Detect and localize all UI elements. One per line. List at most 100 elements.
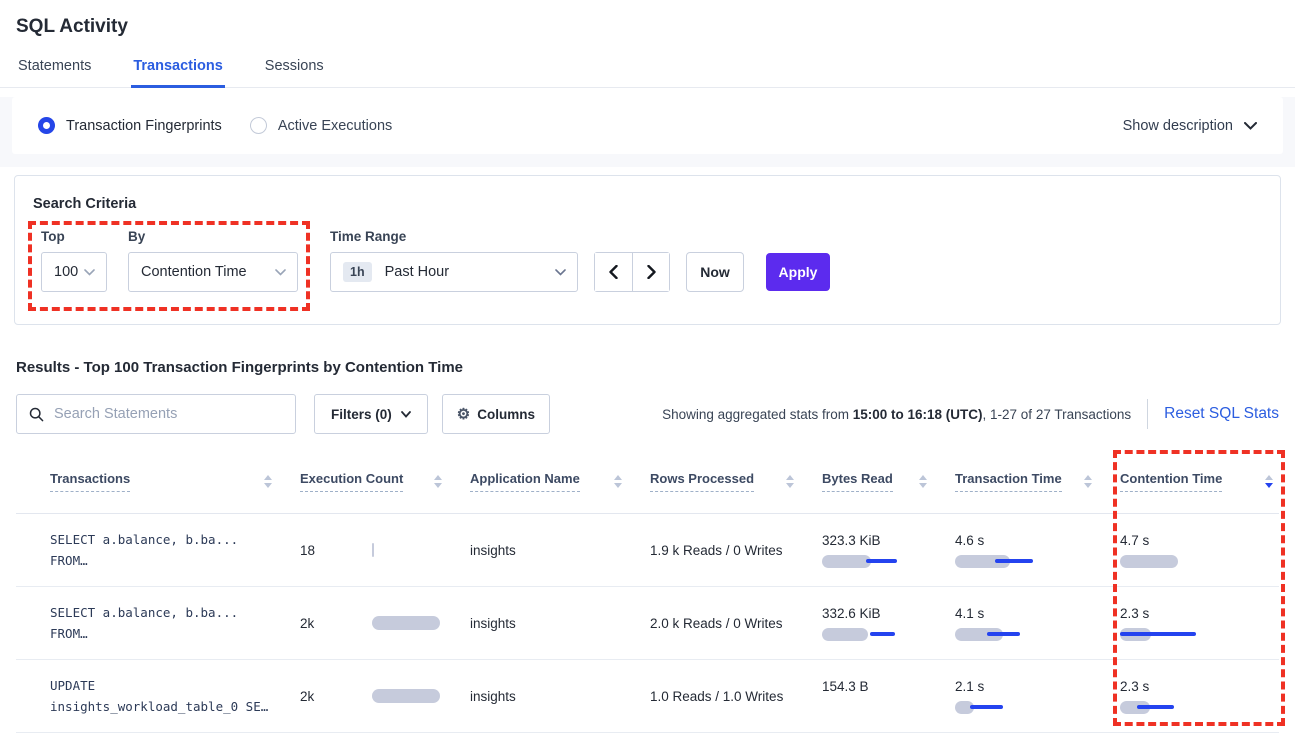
bytes-read-cell: 154.3 B [822, 679, 955, 714]
show-description-label: Show description [1122, 117, 1233, 134]
transaction-statement-link[interactable]: SELECT a.balance, b.ba... FROM… [50, 531, 239, 568]
execution-count-bar [372, 689, 468, 703]
contention-time-bar [1120, 627, 1220, 641]
bytes-read-cell: 323.3 KiB [822, 533, 955, 568]
chevron-down-icon [555, 268, 566, 276]
time-range-badge: 1h [343, 262, 372, 282]
chevron-down-icon [84, 268, 95, 276]
previous-range-button[interactable] [595, 253, 632, 291]
chevron-down-icon [400, 410, 411, 418]
by-field: By Contention Time [128, 229, 298, 292]
radio-selected-icon[interactable] [38, 117, 55, 134]
sort-control[interactable] [1265, 475, 1273, 488]
execution-count-bar [372, 616, 468, 630]
radio-active-executions[interactable]: Active Executions [249, 117, 393, 134]
transactions-table: Transactions Execution Count Application… [16, 450, 1285, 733]
search-criteria-card: Search Criteria Top 100 By Contention Ti… [14, 175, 1281, 325]
top-value: 100 [54, 264, 79, 280]
reset-sql-stats-link[interactable]: Reset SQL Stats [1164, 405, 1279, 422]
filters-button[interactable]: Filters (0) [314, 394, 428, 434]
application-name-cell: insights [470, 688, 516, 704]
results-heading: Results - Top 100 Transaction Fingerprin… [16, 359, 464, 376]
table-row: SELECT a.balance, b.ba... FROM… 18 insig… [16, 514, 1279, 587]
column-header-contention-time[interactable]: Contention Time [1120, 471, 1279, 492]
columns-label: Columns [477, 406, 535, 422]
rows-processed-cell: 1.9 k Reads / 0 Writes [650, 542, 783, 558]
radio-active-executions-label: Active Executions [277, 117, 393, 134]
search-statements-input[interactable] [54, 406, 283, 422]
column-header-execution-count[interactable]: Execution Count [300, 471, 470, 492]
apply-button[interactable]: Apply [766, 253, 830, 291]
tab-bar: Statements Transactions Sessions [0, 53, 1295, 88]
page-title: SQL Activity [16, 16, 128, 37]
now-button[interactable]: Now [686, 252, 744, 292]
bytes-read-bar [822, 554, 922, 568]
view-toggle-band: Transaction Fingerprints Active Executio… [0, 97, 1295, 167]
transaction-statement-link[interactable]: SELECT a.balance, b.ba... FROM… [50, 604, 239, 641]
aggregated-stats-text: Showing aggregated stats from 15:00 to 1… [662, 406, 1132, 422]
execution-count-cell: 2k [300, 689, 470, 704]
gear-icon: ⚙ [456, 405, 471, 423]
search-statements-box[interactable] [16, 394, 296, 434]
tab-statements[interactable]: Statements [18, 58, 92, 74]
contention-time-bar [1120, 554, 1220, 568]
column-header-application-name[interactable]: Application Name [470, 471, 650, 492]
sort-control[interactable] [1084, 475, 1092, 488]
top-field: Top 100 [41, 229, 107, 292]
transaction-time-cell: 4.1 s [955, 606, 1120, 641]
sort-control[interactable] [434, 475, 442, 488]
view-toggle-panel: Transaction Fingerprints Active Executio… [12, 97, 1283, 154]
column-header-transactions[interactable]: Transactions [16, 471, 300, 492]
sort-control[interactable] [919, 475, 927, 488]
execution-count-bar [372, 543, 468, 557]
rows-processed-cell: 1.0 Reads / 1.0 Writes [650, 688, 784, 704]
transaction-time-cell: 4.6 s [955, 533, 1120, 568]
table-row: UPDATE insights_workload_table_0 SE… 2k … [16, 660, 1279, 733]
time-range-value: Past Hour [384, 264, 450, 280]
execution-count-cell: 2k [300, 616, 470, 631]
transaction-time-bar [955, 627, 1055, 641]
chevron-down-icon [1244, 121, 1257, 130]
filters-label: Filters (0) [331, 406, 392, 422]
chevron-down-icon [275, 268, 286, 276]
show-description-toggle[interactable]: Show description [1123, 118, 1257, 134]
time-range-select[interactable]: 1h Past Hour [330, 252, 578, 292]
sort-control[interactable] [264, 475, 272, 488]
transaction-statement-link[interactable]: UPDATE insights_workload_table_0 SE… [50, 677, 269, 714]
table-row: SELECT a.balance, b.ba... FROM… 2k insig… [16, 587, 1279, 660]
contention-time-bar [1120, 700, 1220, 714]
rows-processed-cell: 2.0 k Reads / 0 Writes [650, 615, 783, 631]
search-criteria-title: Search Criteria [33, 196, 137, 212]
execution-count-cell: 18 [300, 543, 470, 558]
top-label: Top [41, 229, 65, 244]
bytes-read-cell: 332.6 KiB [822, 606, 955, 641]
tab-sessions[interactable]: Sessions [264, 58, 324, 74]
radio-unselected-icon[interactable] [249, 117, 267, 134]
time-range-pager [594, 252, 670, 292]
results-toolbar: Filters (0) ⚙ Columns Showing aggregated… [16, 394, 1279, 434]
transaction-time-cell: 2.1 s [955, 679, 1120, 714]
transaction-time-bar [955, 700, 1055, 714]
contention-time-cell: 2.3 s [1120, 679, 1279, 714]
column-header-bytes-read[interactable]: Bytes Read [822, 471, 955, 492]
column-header-transaction-time[interactable]: Transaction Time [955, 471, 1120, 492]
sort-control[interactable] [614, 475, 622, 488]
search-icon [29, 407, 44, 422]
application-name-cell: insights [470, 542, 516, 558]
by-value: Contention Time [141, 264, 247, 280]
tab-transactions[interactable]: Transactions [131, 53, 225, 88]
time-range-field: Time Range 1h Past Hour [330, 229, 830, 292]
top-select[interactable]: 100 [41, 252, 107, 292]
by-select[interactable]: Contention Time [128, 252, 298, 292]
next-range-button[interactable] [632, 253, 669, 291]
bytes-read-bar [822, 701, 922, 714]
table-header-row: Transactions Execution Count Application… [16, 450, 1279, 514]
toolbar-divider [1147, 399, 1149, 429]
time-range-label: Time Range [330, 229, 407, 244]
bytes-read-bar [822, 627, 922, 641]
sort-control[interactable] [786, 475, 794, 488]
columns-button[interactable]: ⚙ Columns [441, 394, 550, 434]
stats-time-range: 15:00 to 16:18 (UTC) [852, 406, 983, 422]
column-header-rows-processed[interactable]: Rows Processed [650, 471, 822, 492]
radio-transaction-fingerprints[interactable]: Transaction Fingerprints [38, 117, 222, 134]
